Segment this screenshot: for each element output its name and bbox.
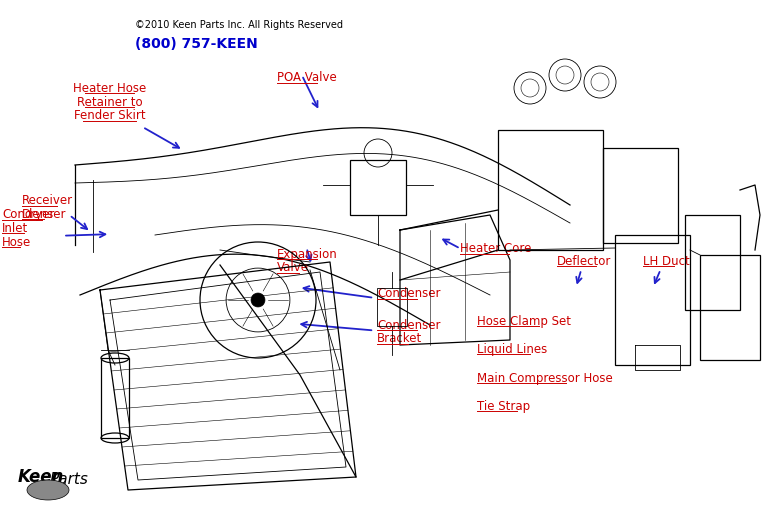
Circle shape — [251, 293, 265, 307]
Text: Inlet: Inlet — [2, 222, 28, 235]
Text: Tie Strap: Tie Strap — [477, 400, 531, 413]
Bar — [685, 215, 740, 310]
Text: Valve: Valve — [277, 262, 310, 275]
Text: Keen: Keen — [18, 468, 65, 486]
Text: (800) 757-KEEN: (800) 757-KEEN — [135, 37, 257, 51]
Text: Parts: Parts — [50, 472, 89, 487]
Bar — [603, 148, 678, 243]
Bar — [700, 255, 760, 360]
Bar — [377, 288, 407, 326]
Text: Heater Hose: Heater Hose — [72, 82, 146, 95]
Text: Main Compressor Hose: Main Compressor Hose — [477, 372, 613, 385]
Bar — [615, 235, 690, 365]
Text: LH Duct: LH Duct — [643, 255, 690, 268]
Text: Deflector: Deflector — [557, 255, 611, 268]
Text: Liquid Lines: Liquid Lines — [477, 343, 547, 356]
Text: Dryer: Dryer — [22, 208, 55, 221]
Text: Retainer to: Retainer to — [76, 96, 142, 109]
Text: Condenser: Condenser — [2, 208, 65, 221]
Text: Hose Clamp Set: Hose Clamp Set — [477, 315, 571, 328]
Text: ©2010 Keen Parts Inc. All Rights Reserved: ©2010 Keen Parts Inc. All Rights Reserve… — [135, 20, 343, 30]
Text: Hose: Hose — [2, 236, 32, 249]
Bar — [350, 160, 406, 215]
Text: Condenser: Condenser — [377, 287, 440, 300]
Text: Heater Core: Heater Core — [460, 242, 532, 255]
Text: Receiver: Receiver — [22, 194, 72, 207]
Text: Condenser: Condenser — [377, 319, 440, 332]
Bar — [101, 358, 129, 438]
Bar — [498, 130, 603, 250]
Text: Fender Skirt: Fender Skirt — [73, 109, 146, 122]
Ellipse shape — [27, 480, 69, 500]
Text: Expansion: Expansion — [277, 248, 338, 261]
Text: POA Valve: POA Valve — [277, 71, 337, 84]
Text: Bracket: Bracket — [377, 333, 423, 346]
